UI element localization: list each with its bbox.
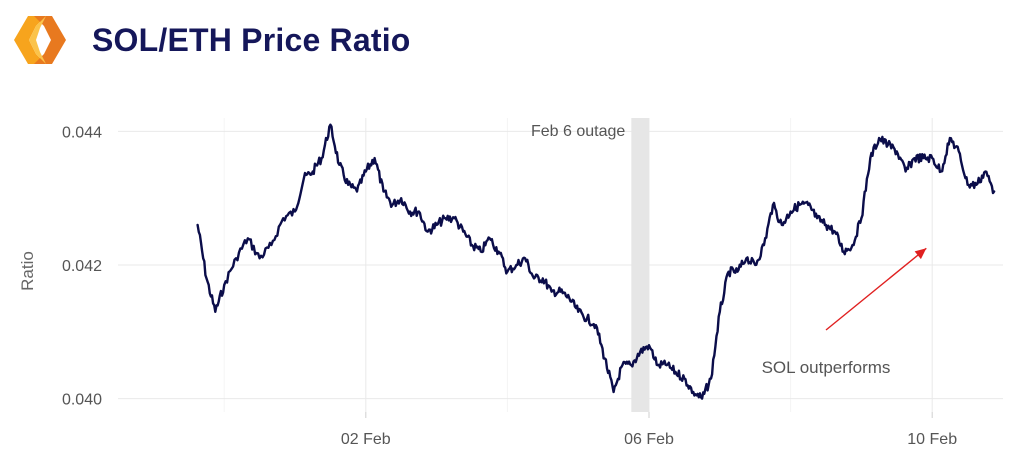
annotation-arrow-line [825, 247, 927, 331]
ratio-series-line [196, 123, 996, 400]
header: SOL/ETH Price Ratio [10, 10, 411, 70]
annotations: SOL outperforms [762, 247, 927, 377]
outage-band [631, 118, 649, 412]
x-tick-label: 06 Feb [624, 431, 674, 448]
y-tick-label: 0.040 [62, 392, 102, 409]
series-layer [196, 123, 996, 400]
outage-label: Feb 6 outage [531, 123, 625, 140]
annotation-label: SOL outperforms [762, 358, 891, 377]
y-axis-label: Ratio [18, 251, 37, 291]
brand-logo-icon [14, 16, 66, 64]
y-tick-label: 0.042 [62, 258, 102, 275]
x-tick-label: 10 Feb [907, 431, 957, 448]
shaded-regions: Feb 6 outage [531, 118, 649, 412]
y-tick-label: 0.044 [62, 124, 102, 141]
page-title: SOL/ETH Price Ratio [92, 21, 411, 58]
x-tick-label: 02 Feb [341, 431, 391, 448]
annotation-arrow-head [914, 248, 927, 260]
axes: 0.040 0.042 0.044 02 Feb 06 Feb 10 Feb Ratio [18, 124, 957, 448]
